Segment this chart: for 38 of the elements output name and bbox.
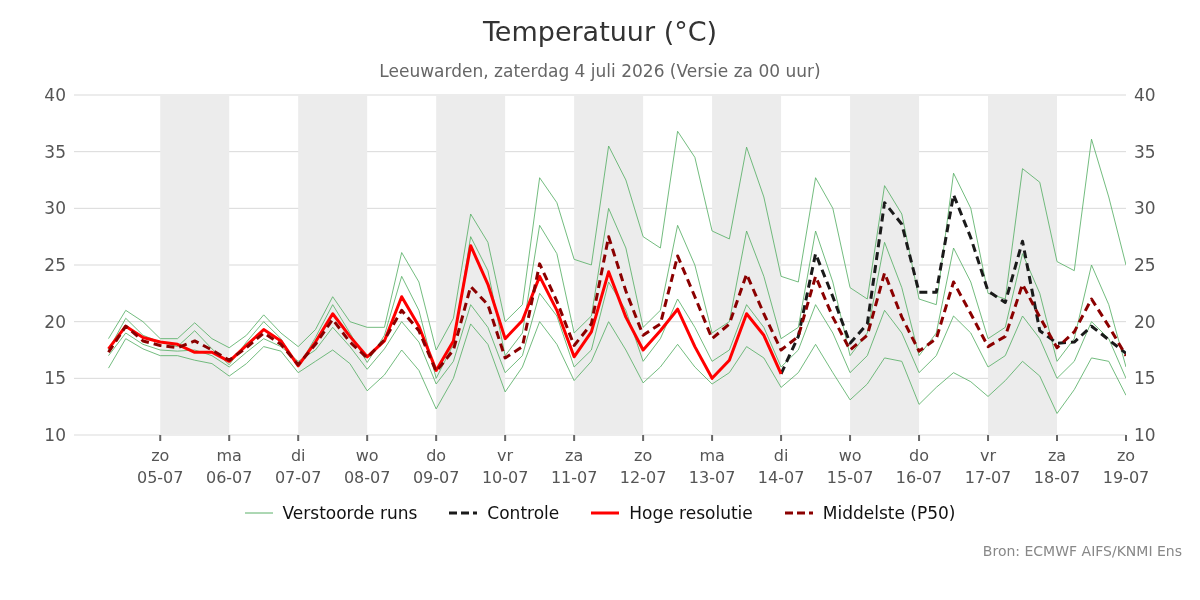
x-tick-label: za 11-07 [550,446,598,487]
x-tick-label: vr 17-07 [964,446,1012,487]
y2-tick-label: 25 [1134,255,1156,276]
x-tick-label: do 09-07 [412,446,460,487]
x-tick-label: za 18-07 [1033,446,1081,487]
y-tick-label: 20 [44,311,66,332]
y2-tick-label: 10 [1134,425,1156,446]
x-tick-label: wo 08-07 [343,446,391,487]
x-tick-label: vr 10-07 [481,446,529,487]
line-series [779,193,1126,376]
y2-tick-label: 20 [1134,311,1156,332]
x-tick-label: do 16-07 [895,446,943,487]
legend-label: Middelste (P50) [822,503,956,523]
legend-label: Verstoorde runs [282,503,418,523]
legend-label: Hoge resolutie [629,503,753,523]
y-tick-label: 40 [44,85,66,106]
chart-title: Temperatuur (°C) [481,16,719,47]
y-tick-label: 35 [44,141,66,162]
x-tick-label: zo 12-07 [619,446,667,487]
y2-tick-label: 40 [1134,85,1156,106]
x-tick-label: ma 06-07 [205,446,253,487]
y-tick-label: 25 [44,255,66,276]
x-tick-label: ma 13-07 [688,446,736,487]
chart-subtitle: Leeuwarden, zaterdag 4 juli 2026 (Versie za 00 uur) [378,61,822,81]
x-tick-label: di 14-07 [757,446,805,487]
text: Bron: ECMWF AIFS/KNMI Ens [982,543,1182,559]
line-series [107,321,1126,414]
x-tick-label: zo 05-07 [136,446,184,487]
y2-tick-label: 15 [1134,368,1156,389]
x-tick-label: wo 15-07 [826,446,874,487]
y-tick-label: 30 [44,198,66,219]
x-tick-label: di 07-07 [274,446,322,487]
y2-tick-label: 30 [1134,198,1156,219]
y-tick-label: 15 [44,368,66,389]
x-tick-label: zo 19-07 [1102,446,1150,487]
legend-label: Controle [487,503,560,523]
y-tick-label: 10 [44,425,66,446]
y2-tick-label: 35 [1134,141,1156,162]
